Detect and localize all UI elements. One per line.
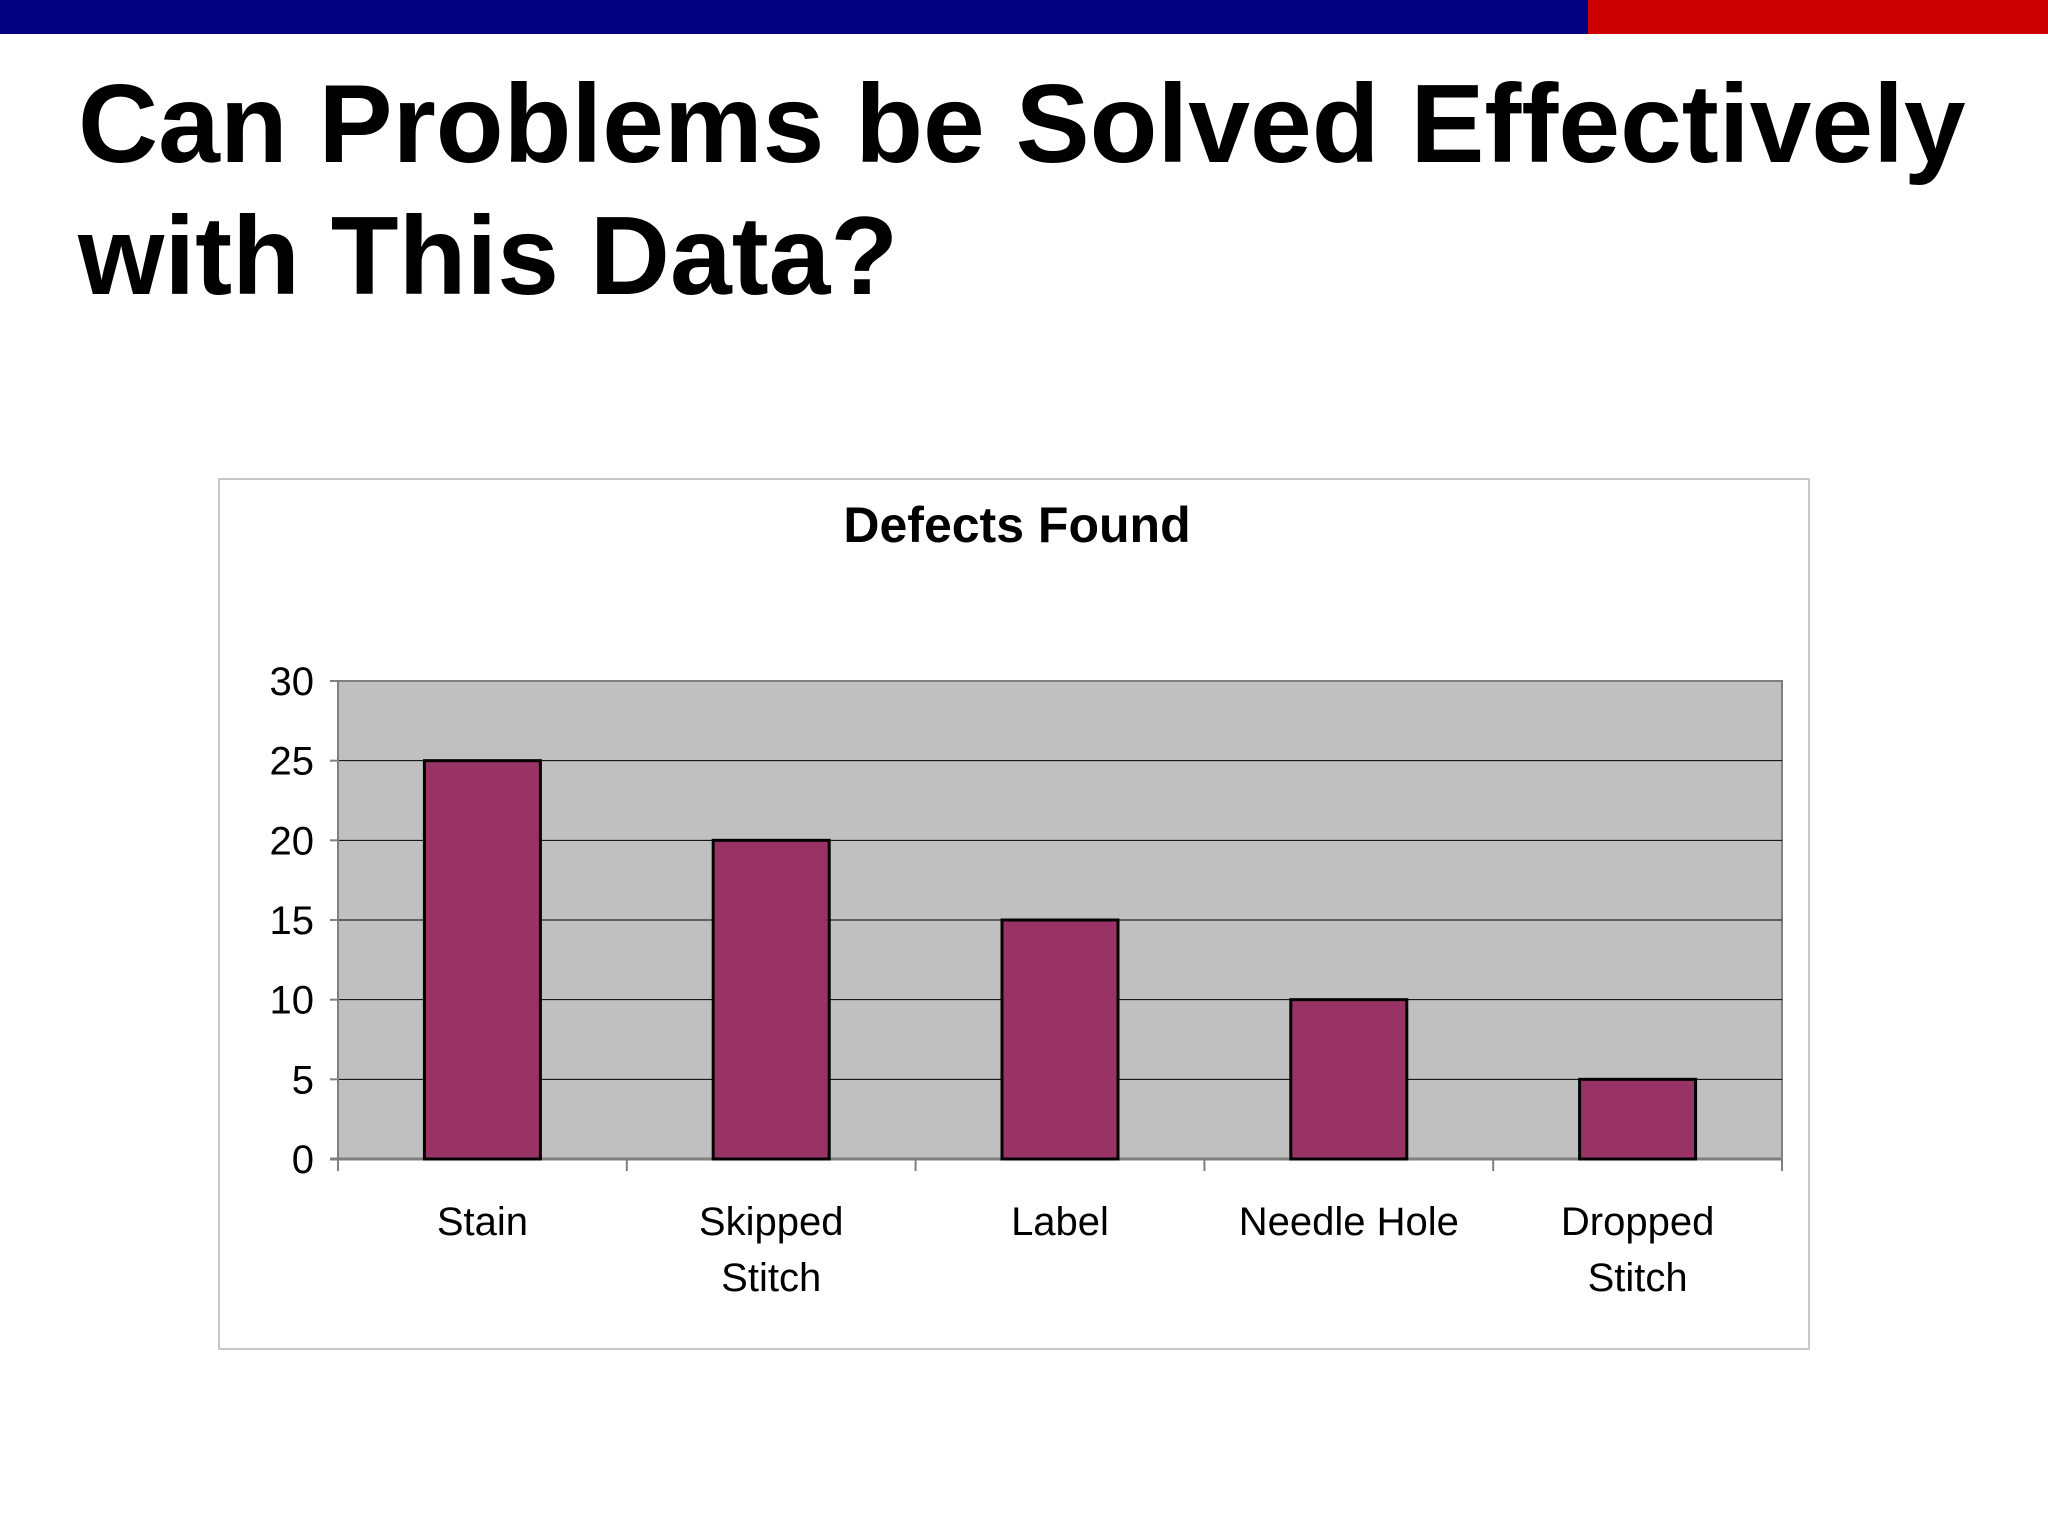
bar (1000, 918, 1120, 1161)
slide-title: Can Problems be Solved Effectively with … (78, 58, 2028, 322)
slide-title-line-2: with This Data? (78, 194, 899, 318)
category-label: Needle Hole (1239, 1200, 1459, 1244)
slide-title-line-1: Can Problems be Solved Effectively (78, 62, 1966, 186)
category-label: Skipped Stitch (699, 1200, 844, 1300)
y-tick-label: 20 (270, 819, 315, 863)
category-label: Label (1011, 1200, 1109, 1244)
chart-frame: Defects Found 0 5 10 15 20 25 30 Stain Skipped St… (218, 478, 1810, 1350)
bar (1289, 998, 1409, 1161)
category-label: Dropped Stitch (1561, 1200, 1714, 1300)
top-accent-bar-red (1588, 0, 2048, 34)
y-tick-label: 15 (270, 899, 315, 943)
defects-bar-chart: Defects Found 0 5 10 15 20 25 30 Stain Skipped St… (270, 497, 1783, 1300)
top-accent-bar (0, 0, 2048, 34)
bar (422, 759, 542, 1161)
y-tick-label: 0 (292, 1138, 314, 1182)
y-tick-label: 30 (270, 660, 315, 704)
bar (1578, 1077, 1698, 1161)
y-tick-label: 10 (270, 979, 315, 1023)
chart-title: Defects Found (843, 497, 1190, 553)
y-tick-label: 25 (270, 740, 315, 784)
top-accent-bar-blue (0, 0, 1588, 34)
category-label: Stain (437, 1200, 528, 1244)
y-tick-label: 5 (292, 1058, 314, 1102)
bar (711, 838, 831, 1161)
